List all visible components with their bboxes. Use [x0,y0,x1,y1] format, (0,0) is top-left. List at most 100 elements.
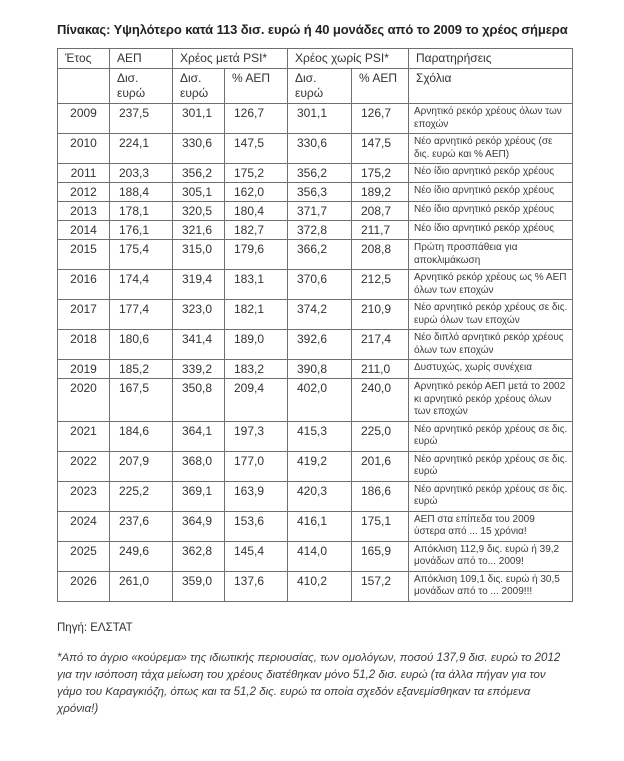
debt-without-bn-cell: 410,2 [287,570,352,602]
table-row: 2023 225,2 369,1 163,9 420,3 186,6 Νέο α… [57,480,573,512]
comment-cell: Αρνητικό ρεκόρ ΑΕΠ μετά το 2002 κι αρνητ… [408,378,573,422]
page-title: Πίνακας: Υψηλότερο κατά 113 δισ. ευρώ ή … [57,22,568,37]
year-cell: 2024 [57,510,110,542]
year-cell: 2010 [57,133,110,164]
table-row: 2019 185,2 339,2 183,2 390,8 211,0 Δυστυ… [57,359,573,379]
gdp-cell: 184,6 [109,420,173,452]
comment-cell: Νέο ίδιο αρνητικό ρεκόρ χρέους [408,201,573,221]
debt-after-bn-cell: 368,0 [172,450,225,482]
comment-cell: Αρνητικό ρεκόρ χρέους όλων των εποχών [408,103,573,134]
debt-without-pct-cell: 165,9 [351,540,409,572]
debt-after-pct-cell: 182,7 [224,220,288,240]
debt-without-bn-cell: 420,3 [287,480,352,512]
comment-cell: Νέο ίδιο αρνητικό ρεκόρ χρέους [408,182,573,202]
debt-after-pct-cell: 145,4 [224,540,288,572]
table-row: 2015 175,4 315,0 179,6 366,2 208,8 Πρώτη… [57,239,573,270]
debt-after-pct-cell: 209,4 [224,378,288,422]
debt-after-pct-cell: 177,0 [224,450,288,482]
debt-after-bn-cell: 315,0 [172,239,225,270]
col-header-gdp: ΑΕΠ [109,48,173,69]
debt-without-bn-cell: 416,1 [287,510,352,542]
debt-after-pct-cell: 162,0 [224,182,288,202]
debt-without-pct-cell: 175,1 [351,510,409,542]
comment-cell: Δυστυχώς, χωρίς συνέχεια [408,359,573,379]
debt-after-pct-cell: 137,6 [224,570,288,602]
debt-without-pct-cell: 240,0 [351,378,409,422]
debt-after-bn-cell: 369,1 [172,480,225,512]
debt-without-pct-cell: 208,8 [351,239,409,270]
debt-without-pct-cell: 211,0 [351,359,409,379]
debt-after-bn-cell: 359,0 [172,570,225,602]
debt-after-pct-cell: 153,6 [224,510,288,542]
gdp-cell: 237,6 [109,510,173,542]
comment-cell: Νέο ίδιο αρνητικό ρεκόρ χρέους [408,163,573,183]
debt-without-pct-cell: 186,6 [351,480,409,512]
debt-after-pct-cell: 147,5 [224,133,288,164]
subheader-after-bn-euro: Δισ. ευρώ [172,68,225,104]
debt-without-bn-cell: 371,7 [287,201,352,221]
col-header-debt-after-psi: Χρέος μετά PSI* [172,48,288,69]
table-row: 2024 237,6 364,9 153,6 416,1 175,1 ΑΕΠ σ… [57,510,573,542]
debt-without-pct-cell: 225,0 [351,420,409,452]
debt-without-pct-cell: 208,7 [351,201,409,221]
debt-after-bn-cell: 362,8 [172,540,225,572]
debt-after-pct-cell: 183,2 [224,359,288,379]
table-row: 2014 176,1 321,6 182,7 372,8 211,7 Νέο ί… [57,220,573,240]
debt-table: Έτος ΑΕΠ Χρέος μετά PSI* Χρέος χωρίς PSI… [57,48,573,602]
debt-after-bn-cell: 341,4 [172,329,225,360]
debt-without-pct-cell: 210,9 [351,299,409,330]
table-body: 2009 237,5 301,1 126,7 301,1 126,7 Αρνητ… [57,103,573,602]
table-row: 2022 207,9 368,0 177,0 419,2 201,6 Νέο α… [57,450,573,482]
gdp-cell: 203,3 [109,163,173,183]
gdp-cell: 185,2 [109,359,173,379]
debt-after-bn-cell: 364,1 [172,420,225,452]
debt-after-bn-cell: 339,2 [172,359,225,379]
debt-without-bn-cell: 356,2 [287,163,352,183]
debt-after-pct-cell: 163,9 [224,480,288,512]
year-cell: 2016 [57,269,110,300]
gdp-cell: 225,2 [109,480,173,512]
comment-cell: Πρώτη προσπάθεια για αποκλιμάκωση [408,239,573,270]
year-cell: 2009 [57,103,110,134]
debt-without-bn-cell: 390,8 [287,359,352,379]
debt-after-pct-cell: 197,3 [224,420,288,452]
gdp-cell: 177,4 [109,299,173,330]
gdp-cell: 261,0 [109,570,173,602]
table-row: 2021 184,6 364,1 197,3 415,3 225,0 Νέο α… [57,420,573,452]
year-cell: 2022 [57,450,110,482]
year-cell: 2015 [57,239,110,270]
year-cell: 2025 [57,540,110,572]
debt-without-bn-cell: 402,0 [287,378,352,422]
debt-after-pct-cell: 182,1 [224,299,288,330]
document-page: Πίνακας: Υψηλότερο κατά 113 δισ. ευρώ ή … [57,22,573,718]
year-cell: 2017 [57,299,110,330]
year-cell: 2018 [57,329,110,360]
table-row: 2020 167,5 350,8 209,4 402,0 240,0 Αρνητ… [57,378,573,422]
gdp-cell: 176,1 [109,220,173,240]
gdp-cell: 237,5 [109,103,173,134]
debt-after-bn-cell: 323,0 [172,299,225,330]
comment-cell: Απόκλιση 109,1 δις. ευρώ ή 30,5 μονάδων … [408,570,573,602]
table-row: 2018 180,6 341,4 189,0 392,6 217,4 Νέο δ… [57,329,573,360]
debt-after-bn-cell: 321,6 [172,220,225,240]
comment-cell: Απόκλιση 112,9 δις. ευρώ ή 39,2 μονάδων … [408,540,573,572]
debt-without-bn-cell: 415,3 [287,420,352,452]
gdp-cell: 175,4 [109,239,173,270]
table-header: Έτος ΑΕΠ Χρέος μετά PSI* Χρέος χωρίς PSI… [57,48,573,104]
debt-without-bn-cell: 356,3 [287,182,352,202]
comment-cell: Νέο αρνητικό ρεκόρ χρέους σε δις. ευρώ [408,450,573,482]
debt-after-pct-cell: 183,1 [224,269,288,300]
debt-without-pct-cell: 175,2 [351,163,409,183]
header-row-groups: Έτος ΑΕΠ Χρέος μετά PSI* Χρέος χωρίς PSI… [57,48,573,69]
gdp-cell: 207,9 [109,450,173,482]
gdp-cell: 178,1 [109,201,173,221]
subheader-without-bn-euro: Δισ. ευρώ [287,68,352,104]
debt-after-bn-cell: 330,6 [172,133,225,164]
debt-without-pct-cell: 189,2 [351,182,409,202]
year-cell: 2019 [57,359,110,379]
comment-cell: ΑΕΠ στα επίπεδα του 2009 ύστερα από ... … [408,510,573,542]
debt-without-pct-cell: 217,4 [351,329,409,360]
debt-without-bn-cell: 392,6 [287,329,352,360]
debt-after-pct-cell: 126,7 [224,103,288,134]
col-header-year: Έτος [57,48,110,69]
